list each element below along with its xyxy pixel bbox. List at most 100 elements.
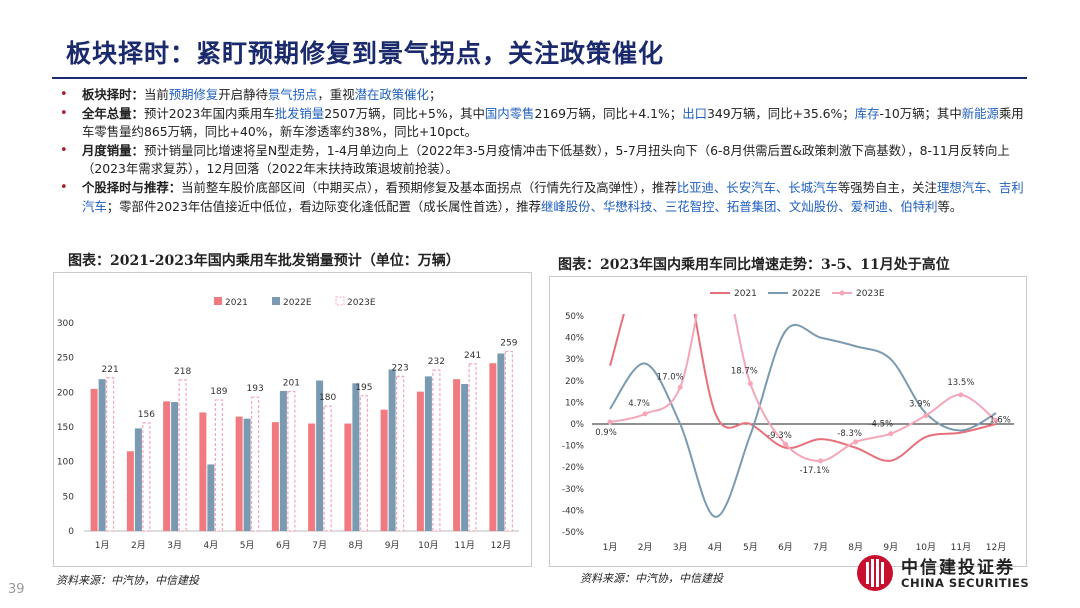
bullet-highlight: 理想汽车、吉利汽车 <box>82 179 1024 214</box>
data-label: 0.9% <box>595 428 617 438</box>
series-marker-2023E <box>958 392 964 398</box>
x-tick-label: 4月 <box>708 542 723 553</box>
bullet-text: 乘用车零售量约865万辆，同比+40%，新车渗透率约38%，同比+10pct。 <box>82 105 1024 140</box>
bar-2021 <box>380 409 388 531</box>
x-tick-label: 4月 <box>204 540 219 551</box>
data-label: 221 <box>102 365 119 375</box>
bullet-text: ；零部件2023年估值接近中低位，看边际变化逢低配置（成长属性首选），推荐 <box>106 198 542 214</box>
bar-2023E <box>432 369 441 532</box>
bar-2021 <box>271 422 279 531</box>
data-label: 232 <box>428 357 445 367</box>
x-tick-label: 8月 <box>848 542 863 553</box>
data-label: 201 <box>283 379 300 389</box>
right-chart-title: 图表：2023年国内乘用车同比增速走势：3-5、11月处于高位 <box>558 257 950 273</box>
x-tick-label: 5月 <box>743 542 758 553</box>
bullet-highlight: 预期修复 <box>168 87 219 102</box>
series-marker-2023E <box>923 413 929 419</box>
bar-2023E <box>178 379 187 532</box>
legend-label: 2021 <box>225 298 248 308</box>
legend-swatch <box>335 296 345 306</box>
y-tick-label: 30% <box>565 355 584 365</box>
bar-chart: 2021 2022E 2023E 0 50 100 150 200 250 300 221 1月 156… <box>57 296 519 551</box>
bullet-text: 等。 <box>937 198 963 214</box>
bullet-item: 月度销量：预计销量同比增速将呈N型走势，1-4月单边向上（2022年3-5月疫情… <box>58 142 1026 179</box>
bar-2022E <box>171 402 179 531</box>
bullet-text: 2507万辆，同比+5%，其中 <box>324 105 485 121</box>
y-tick-label: 250 <box>57 354 74 364</box>
data-label: 195 <box>355 383 372 393</box>
y-tick-label: -10% <box>562 442 584 452</box>
x-tick-label: 3月 <box>673 542 688 553</box>
bullet-text: 349万辆，同比+35.6%； <box>706 105 855 121</box>
bar-2022E <box>316 380 324 531</box>
x-tick-label: 6月 <box>276 540 291 551</box>
data-label: -8.3% <box>837 429 862 439</box>
series-marker-2023E <box>993 418 999 424</box>
series-line-2022E <box>609 323 997 518</box>
x-tick-label: 8月 <box>349 540 364 551</box>
bullet-text: 开启静待 <box>218 87 268 102</box>
title-divider <box>52 77 1027 79</box>
line-chart: 2021 2022E 2023E -50% -40% -30% -20% -10% 0% 10% 2… <box>562 289 1014 553</box>
x-tick-label: 2月 <box>638 542 653 553</box>
x-tick-label: 12月 <box>986 542 1006 553</box>
right-chart-source: 资料来源：中汽协，中信建投 <box>580 572 723 585</box>
bullet-highlight: 比亚迪、长安汽车、长城汽车 <box>676 179 838 195</box>
bar-2022E <box>207 464 215 531</box>
bullet-heading: 全年总量： <box>82 105 144 121</box>
data-label: 4.7% <box>628 399 650 409</box>
right-chart-frame: 2021 2022E 2023E -50% -40% -30% -20% -10% 0% 10% 2… <box>549 276 1027 567</box>
x-tick-label: 11月 <box>951 542 971 553</box>
series-marker-2023E <box>888 431 894 437</box>
data-label: 189 <box>210 387 227 397</box>
x-tick-label: 5月 <box>240 540 255 551</box>
y-tick-label: 200 <box>57 388 74 398</box>
bar-2021 <box>344 423 352 531</box>
legend-marker <box>839 290 845 296</box>
y-tick-label: 20% <box>565 377 584 387</box>
bar-2023E <box>396 375 405 532</box>
y-tick-label: 0 <box>68 527 74 537</box>
bullet-highlight: 新能源 <box>961 105 999 121</box>
y-tick-label: -50% <box>562 528 584 538</box>
bar-2022E <box>243 418 251 531</box>
bullet-text: 2169万辆，同比+4.1%； <box>534 105 683 121</box>
bar-2023E <box>287 391 296 532</box>
bar-2021 <box>453 379 461 531</box>
bar-2021 <box>199 412 207 531</box>
bullet-highlight: 国内零售 <box>484 105 535 121</box>
data-label: 218 <box>174 367 191 377</box>
page-title: 板块择时：紧盯预期修复到景气拐点，关注政策催化 <box>66 39 665 68</box>
legend-label: 2022E <box>283 298 312 308</box>
bar-2023E <box>323 405 332 532</box>
left-chart-title: 图表：2021-2023年国内乘用车批发销量预计（单位：万辆） <box>68 253 460 269</box>
bullet-heading: 板块择时： <box>82 87 144 102</box>
bar-2021 <box>126 451 134 531</box>
y-tick-label: 0% <box>571 420 585 430</box>
data-label: 259 <box>500 338 517 348</box>
data-label: 17.0% <box>657 372 684 382</box>
data-label: -17.1% <box>800 466 830 476</box>
bar-2022E <box>461 384 469 531</box>
bar-2022E <box>388 369 396 531</box>
series-marker-2023E <box>642 411 648 417</box>
bullet-heading: 月度销量： <box>82 142 144 158</box>
bar-2022E <box>424 376 432 531</box>
bullet-highlight: 批发销量 <box>274 105 325 121</box>
x-tick-label: 1月 <box>95 540 110 551</box>
series-marker-2023E <box>818 458 824 464</box>
data-label: 193 <box>247 384 264 394</box>
bar-2023E <box>504 350 513 532</box>
bar-2022E <box>497 353 505 531</box>
y-tick-label: 10% <box>565 398 584 408</box>
bar-2021 <box>416 391 424 531</box>
data-label: 241 <box>464 351 481 361</box>
x-tick-label: 9月 <box>385 540 400 551</box>
bar-2023E <box>106 377 115 532</box>
x-tick-label: 7月 <box>312 540 327 551</box>
x-tick-label: 1月 <box>603 542 618 553</box>
bar-2023E <box>468 363 477 532</box>
y-tick-label: -30% <box>562 485 584 495</box>
legend-swatch <box>214 297 222 305</box>
x-tick-label: 7月 <box>813 542 828 553</box>
